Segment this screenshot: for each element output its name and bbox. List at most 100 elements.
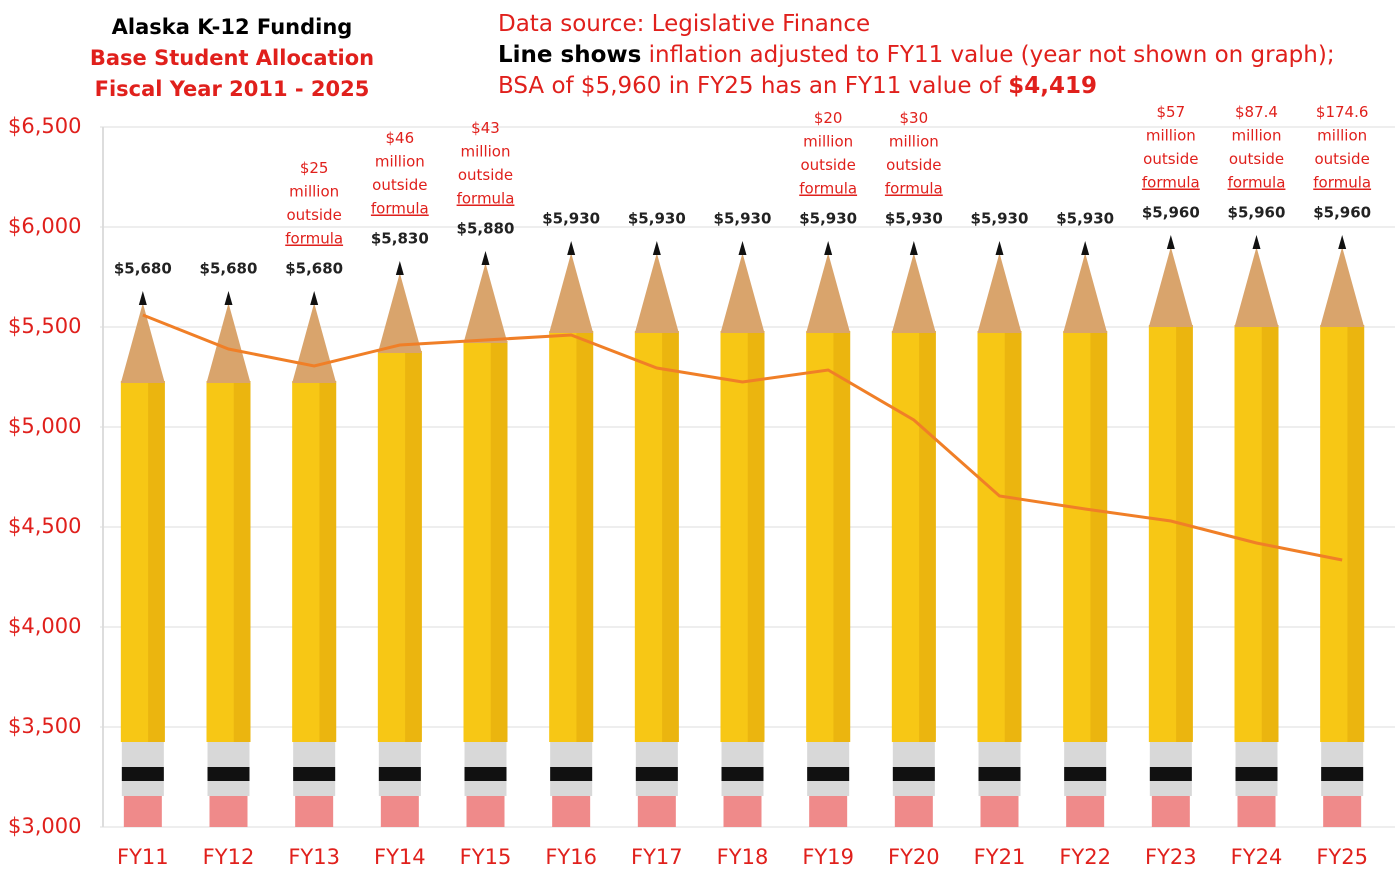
pencil-lead — [1338, 235, 1346, 249]
note-line: Line shows inflation adjusted to FY11 va… — [498, 42, 1335, 68]
pencil-eraser — [638, 795, 676, 827]
x-tick-label: FY25 — [1316, 845, 1368, 869]
y-tick-label: $3,000 — [8, 814, 81, 838]
annotation: formula — [1313, 174, 1371, 192]
pencil-ferrule-band — [893, 767, 935, 781]
annotation: formula — [285, 230, 343, 248]
x-tick-label: FY21 — [974, 845, 1026, 869]
pencil-eraser — [809, 795, 847, 827]
value-label: $5,830 — [371, 230, 429, 248]
pencil-wood — [978, 253, 1022, 333]
note-segment: Line shows — [498, 42, 641, 68]
pencil-ferrule-band — [550, 767, 592, 781]
x-tick-label: FY16 — [545, 845, 597, 869]
pencil — [1320, 235, 1364, 827]
note-segment: inflation adjusted to FY11 value (year n… — [641, 42, 1334, 68]
pencil-lead — [1253, 235, 1261, 249]
annotation: formula — [1228, 174, 1286, 192]
value-label: $5,680 — [285, 260, 343, 278]
y-tick-label: $4,000 — [8, 614, 81, 638]
pencil-eraser — [295, 795, 333, 827]
pencil — [121, 291, 165, 827]
pencil — [892, 241, 936, 827]
pencil-eraser — [552, 795, 590, 827]
pencil — [207, 291, 251, 827]
annotation: outside — [1315, 150, 1370, 168]
annotation: formula — [457, 190, 515, 208]
pencil-eraser — [467, 795, 505, 827]
pencil-body-shade — [319, 381, 336, 742]
value-label: $5,930 — [799, 210, 857, 228]
note-segment: $4,419 — [1008, 73, 1097, 99]
pencil-wood — [806, 253, 850, 333]
note-line: Data source: Legislative Finance — [498, 11, 870, 37]
annotation: $30 — [900, 109, 929, 127]
pencil-lead — [225, 291, 233, 305]
note-segment: BSA of $5,960 in FY25 has an FY11 value … — [498, 73, 1008, 99]
y-tick-label: $6,000 — [8, 214, 81, 238]
note-segment: Data source: Legislative Finance — [498, 11, 870, 37]
annotation: million — [889, 133, 939, 151]
value-label: $5,960 — [1142, 204, 1200, 222]
chart: Alaska K-12 FundingBase Student Allocati… — [0, 0, 1395, 873]
pencil-wood — [1235, 247, 1279, 327]
note-line: BSA of $5,960 in FY25 has an FY11 value … — [498, 73, 1097, 99]
annotation: outside — [287, 206, 342, 224]
annotation: million — [1317, 127, 1367, 145]
annotation: million — [289, 183, 339, 201]
pencil-body-shade — [405, 351, 422, 742]
pencil-lead — [567, 241, 575, 255]
value-label: $5,680 — [200, 260, 258, 278]
pencil-body-shade — [491, 341, 508, 742]
pencil-lead — [1081, 241, 1089, 255]
value-label: $5,930 — [542, 210, 600, 228]
pencil — [1063, 241, 1107, 827]
x-tick-label: FY13 — [288, 845, 340, 869]
pencil-wood — [892, 253, 936, 333]
pencil-lead — [482, 251, 490, 265]
annotation: million — [1146, 127, 1196, 145]
pencil-lead — [910, 241, 918, 255]
pencil-ferrule-band — [1064, 767, 1106, 781]
pencil — [806, 241, 850, 827]
pencil-lead — [653, 241, 661, 255]
x-tick-label: FY19 — [802, 845, 854, 869]
value-label: $5,930 — [1056, 210, 1114, 228]
pencil-eraser — [1066, 795, 1104, 827]
pencil-eraser — [981, 795, 1019, 827]
y-tick-label: $3,500 — [8, 714, 81, 738]
pencil-eraser — [124, 795, 162, 827]
pencil-eraser — [1238, 795, 1276, 827]
x-tick-label: FY14 — [374, 845, 426, 869]
pencil-eraser — [210, 795, 248, 827]
pencil-ferrule-band — [1150, 767, 1192, 781]
x-tick-label: FY24 — [1231, 845, 1283, 869]
y-tick-label: $6,500 — [8, 114, 81, 138]
y-tick-label: $5,500 — [8, 314, 81, 338]
pencil-body-shade — [1005, 331, 1022, 742]
pencil — [549, 241, 593, 827]
annotation: $87.4 — [1235, 103, 1278, 121]
pencil-ferrule-band — [636, 767, 678, 781]
y-tick-label: $4,500 — [8, 514, 81, 538]
pencil-eraser — [1323, 795, 1361, 827]
pencil-body-shade — [576, 331, 593, 742]
pencil — [464, 251, 508, 827]
pencil — [635, 241, 679, 827]
pencil-lead — [396, 261, 404, 275]
annotation: $25 — [300, 159, 329, 177]
pencil-wood — [292, 303, 336, 383]
annotation: formula — [885, 180, 943, 198]
annotation: $20 — [814, 109, 843, 127]
annotation: $43 — [471, 119, 500, 137]
value-label: $5,930 — [628, 210, 686, 228]
annotation: $46 — [386, 129, 415, 147]
pencil-wood — [1320, 247, 1364, 327]
pencil-eraser — [895, 795, 933, 827]
pencil-ferrule-band — [122, 767, 164, 781]
pencil-body-shade — [234, 381, 251, 742]
value-label: $5,930 — [885, 210, 943, 228]
chart-title: Alaska K-12 Funding — [112, 15, 353, 39]
annotation: million — [1232, 127, 1282, 145]
value-label: $5,960 — [1313, 204, 1371, 222]
